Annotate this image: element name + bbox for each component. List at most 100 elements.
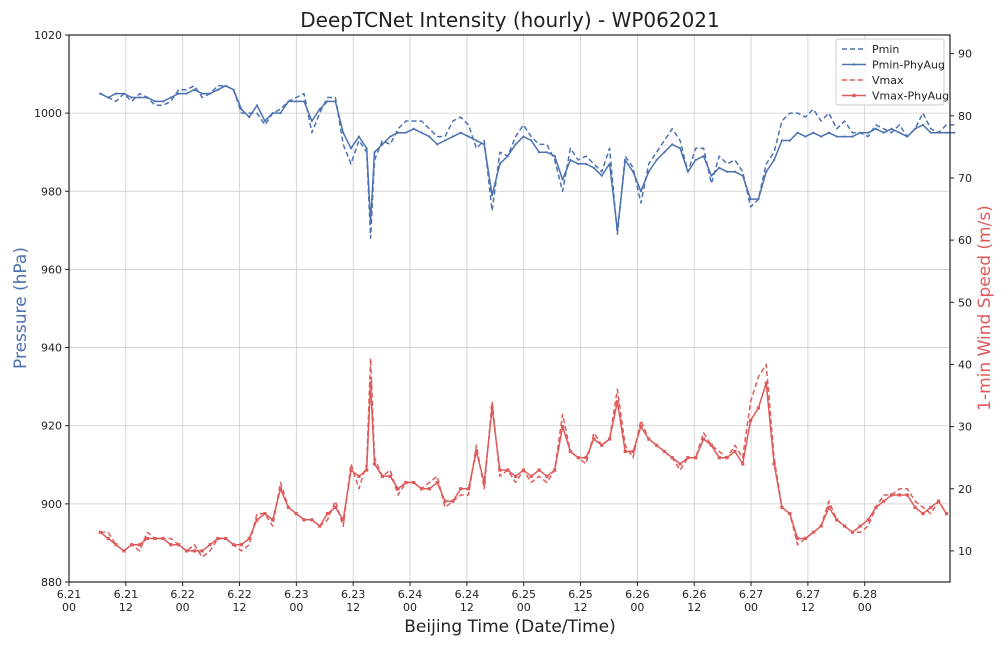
- y-axis-label-right: 1-min Wind Speed (m/s): [975, 205, 995, 411]
- data-point: [749, 198, 752, 201]
- x-tick-label-hour: 12: [687, 601, 701, 614]
- series-pmin: [99, 85, 955, 239]
- data-point: [239, 543, 243, 547]
- data-point: [678, 147, 682, 150]
- data-point: [326, 100, 329, 103]
- data-point: [357, 135, 360, 138]
- data-point: [216, 88, 219, 91]
- data-point: [921, 123, 925, 126]
- data-point: [702, 155, 705, 158]
- y-right-tick-label: 90: [958, 48, 972, 61]
- data-point: [177, 92, 180, 95]
- data-point: [279, 112, 282, 115]
- data-point: [913, 505, 917, 510]
- data-point: [459, 131, 462, 134]
- data-point: [765, 170, 768, 173]
- data-point: [663, 151, 666, 154]
- x-tick-label-hour: 00: [403, 601, 417, 614]
- data-point: [247, 536, 251, 541]
- data-point: [686, 456, 690, 460]
- data-point: [607, 437, 612, 441]
- x-tick-label-hour: 12: [460, 601, 474, 614]
- data-point: [435, 480, 439, 485]
- data-point: [130, 96, 133, 99]
- data-point: [412, 127, 415, 130]
- data-point: [537, 151, 541, 154]
- x-tick-label-date: 6.26: [682, 588, 707, 601]
- data-point: [522, 135, 525, 138]
- data-point: [310, 518, 314, 522]
- data-point: [718, 166, 721, 169]
- x-tick-label-date: 6.21: [114, 588, 139, 601]
- data-point: [874, 127, 878, 130]
- data-point: [592, 166, 595, 169]
- data-point: [436, 143, 439, 146]
- data-point: [169, 543, 173, 547]
- x-tick-label-date: 6.23: [284, 588, 309, 601]
- data-point: [137, 543, 142, 547]
- chart-title: DeepTCNet Intensity (hourly) - WP062021: [300, 8, 720, 32]
- data-point: [475, 139, 478, 142]
- data-point: [263, 512, 267, 516]
- x-tick-label-date: 6.28: [852, 588, 877, 601]
- legend-label: Pmin: [872, 43, 899, 56]
- data-point: [380, 474, 384, 478]
- x-tick-label-hour: 00: [289, 601, 303, 614]
- data-point: [592, 437, 596, 441]
- data-point: [811, 530, 815, 534]
- data-point: [412, 480, 416, 485]
- data-point: [200, 549, 204, 553]
- data-point: [788, 139, 791, 142]
- data-point: [929, 131, 932, 134]
- x-tick-label-hour: 00: [744, 601, 758, 614]
- data-point: [655, 158, 658, 162]
- x-tick-label-hour: 00: [62, 601, 76, 614]
- data-point: [858, 524, 862, 528]
- data-point: [897, 493, 902, 497]
- x-tick-label-date: 6.24: [455, 588, 480, 601]
- data-point: [701, 437, 706, 441]
- x-tick-label-hour: 12: [119, 601, 133, 614]
- data-point: [169, 96, 172, 99]
- y-left-tick-label: 1000: [34, 107, 62, 120]
- y-right-tick-label: 20: [958, 483, 972, 496]
- data-point: [404, 480, 408, 485]
- data-point: [804, 135, 807, 138]
- data-point: [514, 143, 517, 146]
- data-point: [866, 518, 870, 522]
- data-point: [302, 518, 306, 522]
- data-point: [427, 487, 431, 491]
- data-point: [490, 194, 494, 197]
- x-tick-label-hour: 12: [801, 601, 815, 614]
- data-point: [545, 474, 549, 478]
- x-tick-label-hour: 12: [574, 601, 588, 614]
- data-point: [278, 487, 283, 491]
- data-point: [184, 549, 189, 553]
- data-point: [349, 468, 353, 472]
- data-point: [803, 536, 808, 541]
- x-tick-label-date: 6.24: [398, 588, 423, 601]
- data-point: [608, 162, 611, 166]
- data-point: [373, 151, 376, 154]
- y-left-tick-label: 900: [41, 498, 62, 511]
- y-right-tick-label: 10: [958, 545, 972, 558]
- data-point: [295, 100, 298, 103]
- data-point: [318, 108, 321, 111]
- data-point: [945, 131, 948, 134]
- data-point: [369, 381, 373, 385]
- data-point: [748, 418, 753, 422]
- data-point: [459, 487, 463, 491]
- data-point: [537, 468, 541, 472]
- data-point: [498, 162, 501, 166]
- data-point: [953, 131, 956, 134]
- data-point: [812, 131, 815, 134]
- y-left-tick-label: 920: [41, 420, 62, 433]
- data-point: [208, 543, 212, 547]
- x-tick-label-hour: 00: [517, 601, 531, 614]
- data-point: [709, 443, 714, 447]
- data-point: [780, 139, 784, 142]
- data-point: [255, 104, 259, 107]
- data-point: [513, 474, 518, 478]
- data-point: [647, 170, 650, 173]
